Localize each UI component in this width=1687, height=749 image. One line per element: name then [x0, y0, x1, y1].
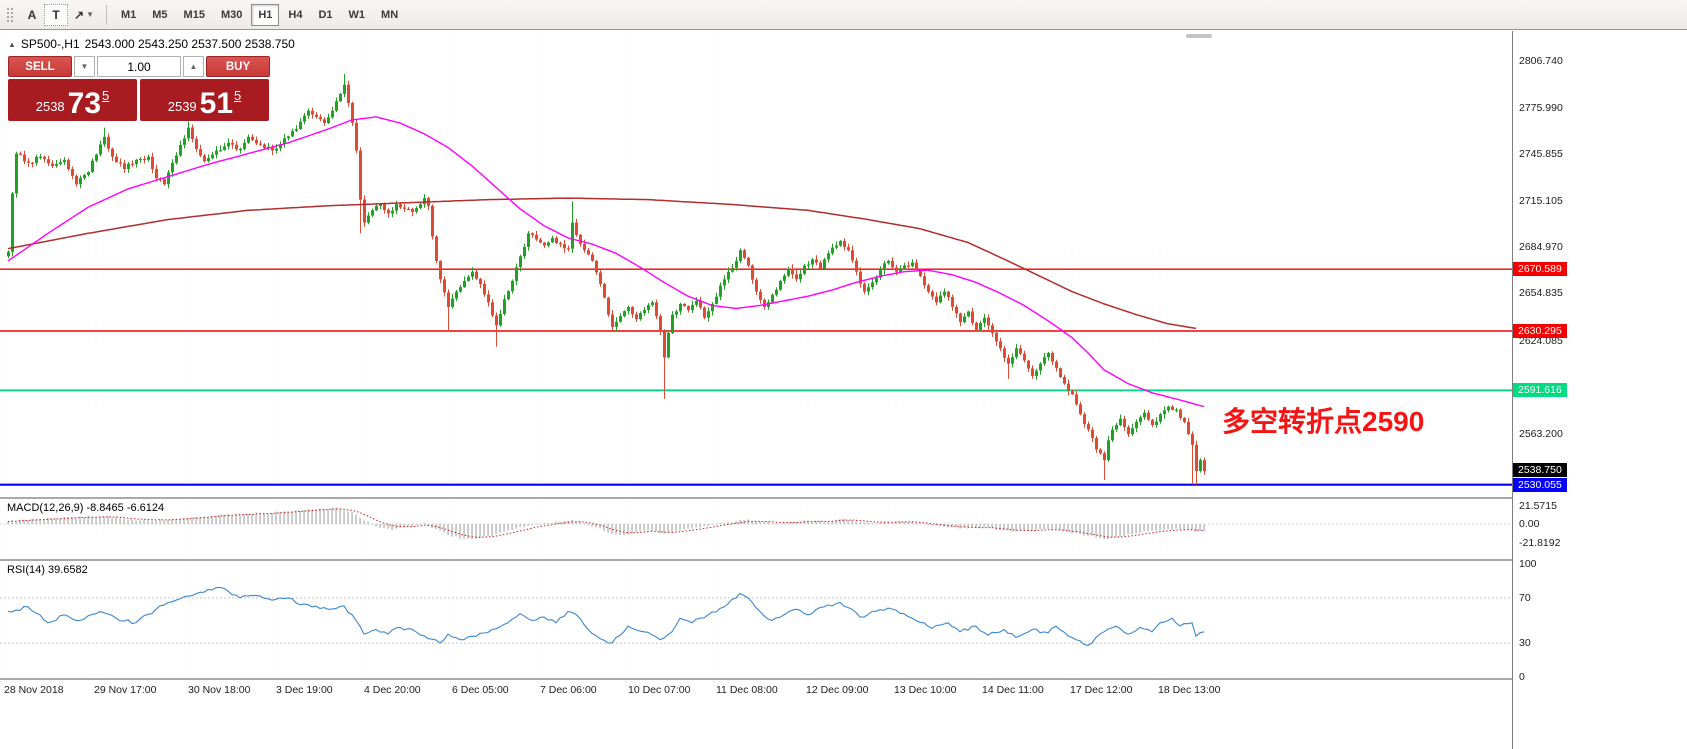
volume-increase-button[interactable]: ▲ [183, 56, 204, 77]
toolbar-separator [105, 4, 107, 25]
panel-separator[interactable] [0, 559, 1687, 561]
timeframe-m1-button[interactable]: M1 [114, 4, 143, 26]
rsi-indicator-panel[interactable] [0, 561, 1512, 678]
timeframe-h1-button[interactable]: H1 [251, 3, 280, 26]
rsi-axis-label: 70 [1519, 591, 1531, 604]
price-axis-tick: 2745.855 [1519, 147, 1563, 160]
macd-label: MACD(12,26,9) -8.8465 -6.6124 [7, 502, 165, 514]
timeframe-m30-button[interactable]: M30 [214, 4, 249, 26]
arrow-icon: ↗ [74, 7, 85, 22]
time-axis-tick: 12 Dec 09:00 [806, 684, 869, 696]
price-axis-tick: 2684.970 [1519, 241, 1563, 254]
time-axis-tick: 10 Dec 07:00 [628, 684, 691, 696]
time-axis-tick: 14 Dec 11:00 [982, 684, 1044, 696]
buy-price-display[interactable]: 2539 51 5 [140, 79, 269, 121]
toolbar: A T ↗ ▼ M1 M5 M15 M30 H1 H4 D1 W1 MN [0, 0, 1687, 30]
timeframe-mn-button[interactable]: MN [374, 4, 405, 26]
price-axis-tick: 2775.990 [1519, 101, 1563, 114]
price-line-flag: 2530.055 [1513, 477, 1567, 492]
timeframe-w1-button[interactable]: W1 [342, 4, 373, 26]
chart-annotation-text: 多空转折点2590 [1222, 406, 1425, 437]
time-axis-tick: 29 Nov 17:00 [94, 684, 157, 696]
volume-decrease-button[interactable]: ▼ [74, 56, 95, 77]
macd-indicator-panel[interactable] [0, 499, 1512, 559]
sell-price-fraction: 5 [102, 88, 110, 103]
timeframe-toolbar: M1 M5 M15 M30 H1 H4 D1 W1 MN [113, 3, 406, 26]
time-axis-tick: 11 Dec 08:00 [716, 684, 778, 696]
timeframe-m15-button[interactable]: M15 [177, 4, 212, 26]
time-axis-tick: 7 Dec 06:00 [540, 684, 597, 696]
time-axis-tick: 4 Dec 20:00 [364, 684, 421, 696]
time-axis-tick: 30 Nov 18:00 [188, 684, 251, 696]
macd-axis-label: 21.5715 [1519, 499, 1557, 512]
time-axis-tick: 18 Dec 13:00 [1158, 684, 1221, 696]
symbol-info-line: ▲ SP500-,H1 2543.000 2543.250 2537.500 2… [8, 37, 295, 51]
sell-price-display[interactable]: 2538 73 5 [8, 79, 137, 121]
rsi-axis-label: 30 [1519, 637, 1531, 650]
time-axis-tick: 17 Dec 12:00 [1070, 684, 1133, 696]
buy-price-pips: 51 [199, 87, 234, 121]
volume-input[interactable] [97, 56, 181, 77]
sell-price-pips: 73 [67, 87, 102, 121]
price-line-flag: 2591.616 [1513, 383, 1567, 398]
time-axis-tick: 28 Nov 2018 [4, 684, 64, 696]
buy-price-integer: 2539 [167, 99, 197, 114]
collapse-icon[interactable]: ▲ [8, 39, 16, 49]
price-axis-tick: 2806.740 [1519, 54, 1563, 67]
price-axis-tick: 2563.200 [1519, 427, 1563, 440]
buy-button[interactable]: BUY [206, 56, 270, 77]
timeframe-h4-button[interactable]: H4 [281, 4, 309, 26]
chevron-down-icon: ▼ [86, 10, 94, 19]
time-axis-tick: 3 Dec 19:00 [276, 684, 333, 696]
timeframe-m5-button[interactable]: M5 [145, 4, 174, 26]
time-axis-tick: 13 Dec 10:00 [894, 684, 957, 696]
panel-separator[interactable] [0, 678, 1687, 680]
current-price-flag: 2538.750 [1513, 463, 1567, 478]
sell-price-integer: 2538 [35, 99, 65, 114]
arrow-objects-button[interactable]: ↗ ▼ [68, 4, 100, 26]
price-line-flag: 2630.295 [1513, 323, 1567, 338]
macd-axis-label: 0.00 [1519, 518, 1540, 530]
macd-axis-label: -21.8192 [1519, 536, 1561, 549]
rsi-label: RSI(14) 39.6582 [7, 564, 88, 576]
symbol-name: SP500-,H1 [20, 37, 80, 51]
time-axis[interactable]: 28 Nov 2018 29 Nov 17:00 30 Nov 18:00 3 Dec… [0, 680, 1512, 749]
price-axis-tick: 2654.835 [1519, 287, 1563, 300]
price-axis-tick: 2715.105 [1519, 194, 1563, 207]
price-axis[interactable]: 2806.740 2775.990 2745.855 2715.105 2684.970… [1512, 31, 1687, 749]
text-label-tool-button[interactable]: T [44, 3, 68, 26]
toolbar-grip[interactable] [5, 5, 14, 24]
panel-separator[interactable] [0, 497, 1687, 499]
chart-scroll-thumb[interactable] [1186, 34, 1212, 38]
price-line-flag: 2670.589 [1513, 262, 1567, 277]
time-axis-tick: 6 Dec 05:00 [452, 684, 509, 696]
text-tool-a-button[interactable]: A [20, 4, 44, 26]
timeframe-d1-button[interactable]: D1 [311, 4, 339, 26]
ohlc-values: 2543.000 2543.250 2537.500 2538.750 [84, 37, 295, 51]
sell-button[interactable]: SELL [8, 56, 72, 77]
rsi-axis-label: 100 [1519, 558, 1537, 570]
buy-price-fraction: 5 [234, 88, 242, 103]
rsi-axis-label: 0 [1519, 671, 1525, 683]
